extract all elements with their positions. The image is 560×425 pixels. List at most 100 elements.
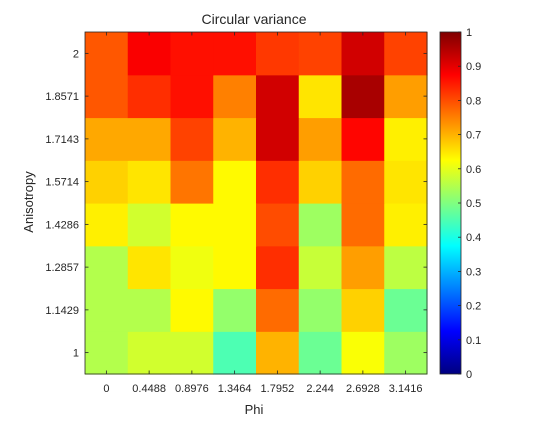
heatmap-cell: [298, 74, 343, 119]
colorbar-tick-label: 0.6: [466, 164, 481, 176]
x-tick-label: 0: [103, 383, 109, 395]
colorbar-tick-label: 0.8: [466, 95, 481, 107]
heatmap-cell: [298, 203, 343, 247]
heatmap-cell: [341, 203, 385, 247]
heatmap-cell: [256, 32, 300, 76]
colorbar-tick-label: 0: [466, 369, 472, 381]
plot-frame: [84, 31, 428, 375]
heatmap-cell: [298, 288, 343, 332]
y-axis-ticks: 1 1.1429 1.2857 1.4286 1.5714 1.7143 1.8571 2: [45, 48, 427, 360]
y-tick-label: 2: [73, 48, 79, 60]
heatmap-cell: [213, 331, 257, 375]
heatmap-cell: [298, 117, 343, 161]
heatmap-cell: [384, 288, 428, 332]
heatmap-cell: [298, 32, 343, 76]
heatmap-cell: [256, 288, 300, 332]
heatmap-cells: [85, 32, 428, 375]
y-tick-label: 1.4286: [45, 219, 79, 231]
x-axis-ticks: 0 0.4488 0.8976 1.3464 1.7952 2.244 2.6928 3.14…: [103, 32, 422, 395]
heatmap-cell: [170, 160, 214, 204]
x-tick-label: 0.4488: [132, 383, 166, 395]
x-tick-label: 2.244: [306, 383, 334, 395]
y-tick-label: 1: [73, 348, 79, 360]
heatmap-cell: [256, 203, 300, 247]
heatmap-cell: [384, 331, 428, 375]
heatmap-cell: [127, 160, 172, 204]
heatmap-cell: [384, 160, 428, 204]
heatmap-cell: [298, 160, 343, 204]
heatmap-cell: [256, 245, 300, 290]
heatmap-cell: [213, 160, 257, 204]
colorbar-scale: [439, 31, 462, 375]
x-tick-label: 1.7952: [261, 383, 295, 395]
colorbar-tick-label: 0.5: [466, 198, 481, 210]
x-axis-label: Phi: [245, 402, 264, 417]
heatmap-cell: [256, 331, 300, 375]
colorbar: 0 0.1 0.2 0.3 0.4 0.5 0.6 0.7 0.8 0.9 1: [439, 27, 481, 381]
y-tick-label: 1.7143: [45, 134, 79, 146]
heatmap-cell: [341, 288, 385, 332]
heatmap-cell: [170, 288, 214, 332]
heatmap-cell: [213, 203, 257, 247]
heatmap-cell: [85, 74, 129, 119]
heatmap-cell: [384, 32, 428, 76]
heatmap-cell: [384, 117, 428, 161]
colorbar-tick-label: 0.7: [466, 130, 481, 142]
x-tick-label: 2.6928: [346, 383, 380, 395]
heatmap-cell: [341, 331, 385, 375]
axes: [84, 31, 428, 375]
heatmap-cell: [85, 288, 129, 332]
heatmap-cell: [170, 117, 214, 161]
heatmap-cell: [256, 117, 300, 161]
heatmap-cell: [127, 117, 172, 161]
heatmap-cell: [170, 74, 214, 119]
x-tick-label: 3.1416: [389, 383, 423, 395]
heatmap-cell: [127, 288, 172, 332]
heatmap-cell: [127, 74, 172, 119]
heatmap-cell: [256, 160, 300, 204]
heatmap-cell: [170, 32, 214, 76]
heatmap-cell: [127, 203, 172, 247]
heatmap-cell: [298, 331, 343, 375]
colorbar-tick-label: 0.1: [466, 335, 481, 347]
colorbar-tick-label: 1: [466, 27, 472, 39]
heatmap-cell: [384, 203, 428, 247]
heatmap-cell: [127, 32, 172, 76]
heatmap-cell: [213, 117, 257, 161]
y-tick-label: 1.8571: [45, 91, 79, 103]
heatmap-cell: [85, 32, 129, 76]
heatmap-cell: [127, 245, 172, 290]
y-tick-label: 1.5714: [45, 177, 79, 189]
heatmap-cell: [127, 331, 172, 375]
chart-title: Circular variance: [201, 11, 306, 27]
colorbar-tick-label: 0.9: [466, 61, 481, 73]
colorbar-tick-label: 0.2: [466, 301, 481, 313]
heatmap-cell: [85, 245, 129, 290]
heatmap-cell: [85, 117, 129, 161]
heatmap-cell: [85, 203, 129, 247]
heatmap-cell: [341, 74, 385, 119]
heatmap-cell: [213, 32, 257, 76]
x-tick-label: 0.8976: [175, 383, 209, 395]
y-tick-label: 1.1429: [45, 305, 79, 317]
heatmap-cell: [85, 160, 129, 204]
heatmap-cell: [298, 245, 343, 290]
heatmap-cell: [170, 203, 214, 247]
colorbar-tick-label: 0.4: [466, 232, 481, 244]
heatmap-cell: [341, 117, 385, 161]
colorbar-tick-label: 0.3: [466, 266, 481, 278]
heatmap-cell: [384, 245, 428, 290]
heatmap-cell: [85, 331, 129, 375]
heatmap-cell: [213, 245, 257, 290]
heatmap-cell: [213, 288, 257, 332]
heatmap-cell: [170, 331, 214, 375]
heatmap-cell: [256, 74, 300, 119]
y-tick-label: 1.2857: [45, 262, 79, 274]
y-axis-label: Anisotropy: [21, 171, 36, 233]
heatmap-cell: [341, 32, 385, 76]
heatmap-cell: [213, 74, 257, 119]
heatmap-cell: [170, 245, 214, 290]
heatmap-cell: [341, 160, 385, 204]
